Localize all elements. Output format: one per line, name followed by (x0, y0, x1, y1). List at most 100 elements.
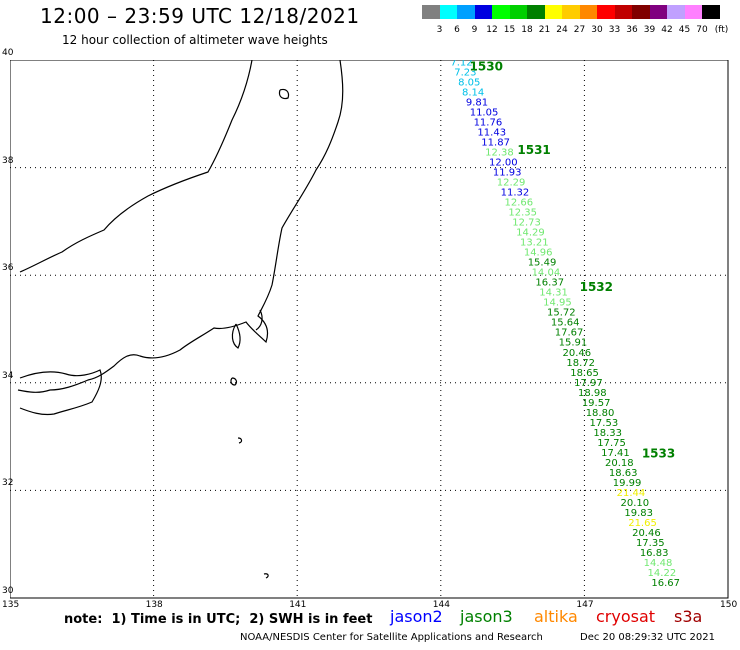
wave-height-value: 7.12 (450, 60, 472, 69)
wave-height-value: 12.00 (489, 158, 518, 169)
wave-height-value: 12.29 (497, 178, 526, 189)
wave-height-value: 18.63 (609, 468, 638, 479)
wave-height-value: 18.98 (578, 388, 607, 399)
legend-label: 21 (538, 25, 551, 35)
legend-label: 9 (471, 25, 478, 35)
wave-height-value: 12.73 (512, 218, 541, 229)
timestamp-text: Dec 20 08:29:32 UTC 2021 (580, 632, 715, 643)
longitude-tick-label: 144 (432, 600, 450, 610)
wave-height-value: 11.87 (481, 138, 510, 149)
izu-peninsula (231, 323, 241, 349)
wave-height-value: 18.72 (566, 358, 595, 369)
legend-swatch (457, 5, 475, 19)
wave-height-value: 19.99 (613, 478, 642, 489)
wave-height-value: 16.67 (651, 578, 680, 589)
pass-time-label: 1530 (470, 60, 503, 73)
map-title: 12:00 – 23:59 UTC 12/18/2021 (40, 4, 360, 28)
wave-height-value: 7.23 (454, 68, 476, 79)
wave-height-value: 12.38 (485, 148, 514, 159)
legend-label: 15 (503, 25, 516, 35)
wave-height-value: 11.43 (477, 128, 506, 139)
legend-label: 42 (661, 25, 673, 35)
legend-label: 39 (643, 25, 656, 35)
credit-text: NOAA/NESDIS Center for Satellite Applica… (240, 632, 543, 643)
latitude-tick-label: 32 (2, 478, 14, 489)
legend-swatch (527, 5, 545, 19)
wave-height-value: 19.57 (582, 398, 611, 409)
legend-swatch (614, 5, 632, 19)
map-subtitle: 12 hour collection of altimeter wave hei… (62, 33, 328, 47)
wave-height-value: 8.14 (462, 88, 484, 99)
wave-height-value: 20.10 (620, 498, 649, 509)
legend-swatch (492, 5, 510, 19)
wave-height-value: 15.91 (559, 338, 588, 349)
wave-height-value: 8.05 (458, 78, 480, 89)
wave-height-value: 14.04 (532, 268, 561, 279)
miyake-island (237, 437, 243, 444)
oshima-island (230, 377, 238, 386)
altimeter-track: 7.127.238.058.149.8111.0511.7611.4311.87… (450, 60, 680, 589)
wave-height-value: 9.81 (466, 98, 488, 109)
satellite-name-jason3: jason3 (460, 607, 513, 626)
wave-height-value: 18.80 (586, 408, 615, 419)
wave-height-value: 17.97 (574, 378, 603, 389)
hachijo-island (263, 573, 269, 579)
legend-label: 24 (556, 25, 568, 35)
map-frame (10, 60, 729, 599)
wave-height-value: 12.66 (504, 198, 533, 209)
honshu-coastline (17, 60, 344, 393)
legend-swatch (562, 5, 580, 19)
boso-peninsula (255, 309, 263, 331)
wave-height-value: 11.76 (474, 118, 503, 129)
longitude-tick-label: 141 (289, 600, 307, 610)
coastline (17, 60, 344, 579)
wave-height-value: 14.29 (516, 228, 545, 239)
wave-height-value: 20.18 (605, 458, 634, 469)
wave-height-value: 17.53 (590, 418, 619, 429)
satellite-name-s3a: s3a (674, 607, 703, 626)
legend-label: 45 (678, 25, 691, 35)
wave-height-value: 14.95 (543, 298, 572, 309)
pass-time-label: 1533 (642, 447, 675, 461)
wave-height-value: 17.41 (601, 448, 630, 459)
wave-height-value: 11.32 (501, 188, 530, 199)
satellite-name-cryosat: cryosat (596, 607, 656, 626)
wave-height-value: 16.83 (640, 548, 669, 559)
longitude-tick-label: 135 (2, 600, 20, 610)
pass-time-labels: 1530 1531 1532 1533 (470, 60, 676, 461)
wave-height-value: 21.44 (617, 488, 646, 499)
wave-height-value: 11.93 (493, 168, 522, 179)
legend-swatch (579, 5, 597, 19)
map-grid (10, 60, 728, 598)
legend-label: 33 (608, 25, 621, 35)
wave-height-value: 16.37 (535, 278, 564, 289)
wave-height-value: 14.96 (524, 248, 553, 259)
latitude-tick-label: 30 (2, 586, 14, 596)
wave-height-value: 15.64 (551, 318, 580, 329)
longitude-tick-label: 138 (145, 600, 163, 610)
sea-of-japan-coastline (19, 60, 253, 273)
latitude-tick-label: 40 (2, 48, 14, 58)
satellite-name-altika: altika (534, 607, 578, 626)
legend-swatch (597, 5, 615, 19)
wave-height-value: 21.65 (628, 518, 657, 529)
legend-swatch (544, 5, 562, 19)
legend-label: 3 (436, 25, 443, 35)
longitude-tick-label: 147 (576, 600, 594, 610)
pass-time-label: 1531 (517, 143, 550, 157)
latitude-tick-label: 38 (2, 155, 14, 166)
wave-height-value: 17.35 (636, 538, 665, 549)
wave-height-value: 17.75 (597, 438, 626, 449)
legend-label: 70 (696, 25, 708, 35)
legend-swatch (649, 5, 667, 19)
altimeter-map: 7.127.238.058.149.8111.0511.7611.4311.87… (10, 60, 729, 599)
wave-height-value: 14.48 (644, 558, 673, 569)
latitude-tick-label: 36 (2, 263, 14, 274)
legend-label: 36 (626, 25, 638, 35)
legend-swatch (684, 5, 702, 19)
legend-swatch (509, 5, 527, 19)
legend-swatch (439, 5, 457, 19)
footer-note: note: 1) Time is in UTC; 2) SWH is in fe… (64, 612, 373, 627)
wave-height-value: 13.21 (520, 238, 549, 249)
wave-height-value: 18.65 (570, 368, 599, 379)
